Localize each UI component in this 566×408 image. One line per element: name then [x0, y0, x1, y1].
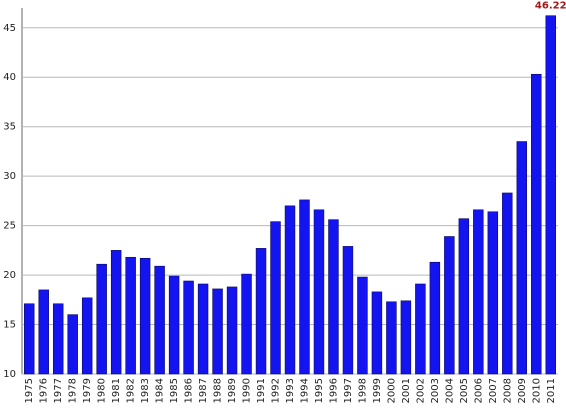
bar [342, 246, 354, 375]
bar [444, 236, 455, 375]
bar [328, 219, 339, 375]
bar [284, 205, 296, 375]
x-tick-label: 1977 [53, 378, 64, 403]
x-tick-label: 1993 [285, 378, 296, 403]
x-tick-label: 1991 [256, 378, 267, 403]
y-tick-label: 10 [3, 369, 16, 380]
value-label: 46.22 [535, 1, 566, 12]
bar [429, 261, 441, 375]
x-tick-label: 1989 [227, 378, 238, 403]
x-tick-label: 2000 [386, 378, 397, 403]
y-tick-label: 20 [3, 270, 16, 281]
bar [255, 248, 267, 375]
x-tick-label: 1988 [213, 378, 224, 403]
bar [226, 286, 238, 375]
x-tick-label: 2003 [430, 378, 441, 403]
x-tick-label: 1994 [299, 378, 310, 403]
bar [125, 256, 136, 375]
bar [400, 300, 412, 375]
x-tick-label: 1992 [271, 378, 282, 403]
x-tick-label: 1975 [24, 378, 35, 403]
x-tick-label: 2007 [488, 378, 499, 403]
x-tick-label: 1984 [155, 378, 166, 403]
y-tick-label: 40 [3, 72, 16, 83]
y-tick-label: 35 [3, 122, 16, 133]
bar [52, 303, 64, 375]
bar [487, 211, 499, 375]
x-tick-label: 1980 [97, 378, 108, 403]
bar [371, 291, 383, 375]
x-tick-label: 1999 [372, 378, 383, 403]
bar [270, 221, 281, 375]
bar [415, 283, 426, 375]
bar [183, 280, 194, 375]
bar [212, 288, 223, 375]
x-tick-label: 2010 [531, 378, 542, 403]
x-tick-label: 1978 [68, 378, 79, 403]
bar [531, 73, 542, 375]
bar [197, 283, 209, 375]
x-tick-label: 1986 [184, 378, 195, 403]
x-tick-label: 1995 [314, 378, 325, 403]
bar [502, 192, 513, 375]
x-tick-label: 1982 [126, 378, 137, 403]
bar [516, 141, 528, 375]
x-tick-label: 1976 [39, 378, 50, 403]
x-tick-label: 1981 [111, 378, 122, 403]
bar [38, 289, 49, 375]
x-tick-label: 2001 [401, 378, 412, 403]
y-tick-label: 15 [3, 320, 16, 331]
x-tick-label: 2009 [517, 378, 528, 403]
bar [24, 303, 35, 375]
x-tick-label: 2004 [444, 378, 455, 403]
bar [386, 301, 397, 375]
bar [357, 276, 368, 375]
y-tick-label: 25 [3, 221, 16, 232]
x-tick-label: 1985 [169, 378, 180, 403]
bar [458, 218, 470, 375]
x-tick-label: 2005 [459, 378, 470, 403]
x-tick-label: 1979 [82, 378, 93, 403]
x-tick-label: 2008 [502, 378, 513, 403]
x-tick-label: 2011 [546, 378, 557, 403]
y-tick-label: 45 [3, 23, 16, 34]
bar [67, 314, 78, 375]
bar [168, 275, 180, 375]
x-tick-label: 2006 [473, 378, 484, 403]
x-tick-label: 1998 [357, 378, 368, 403]
bar [81, 297, 93, 375]
bar [110, 250, 122, 375]
x-tick-label: 1990 [242, 378, 253, 403]
bar [473, 209, 484, 375]
x-tick-label: 2002 [415, 378, 426, 403]
x-tick-label: 1983 [140, 378, 151, 403]
x-tick-label: 1987 [198, 378, 209, 403]
x-tick-label: 1997 [343, 378, 354, 403]
bar [139, 257, 151, 375]
bar [96, 263, 107, 375]
x-tick-label: 1996 [328, 378, 339, 403]
bar [313, 209, 325, 375]
bar [154, 265, 165, 375]
bar [299, 199, 310, 375]
bar [545, 15, 556, 375]
bar [241, 273, 252, 375]
y-tick-label: 30 [3, 171, 16, 182]
